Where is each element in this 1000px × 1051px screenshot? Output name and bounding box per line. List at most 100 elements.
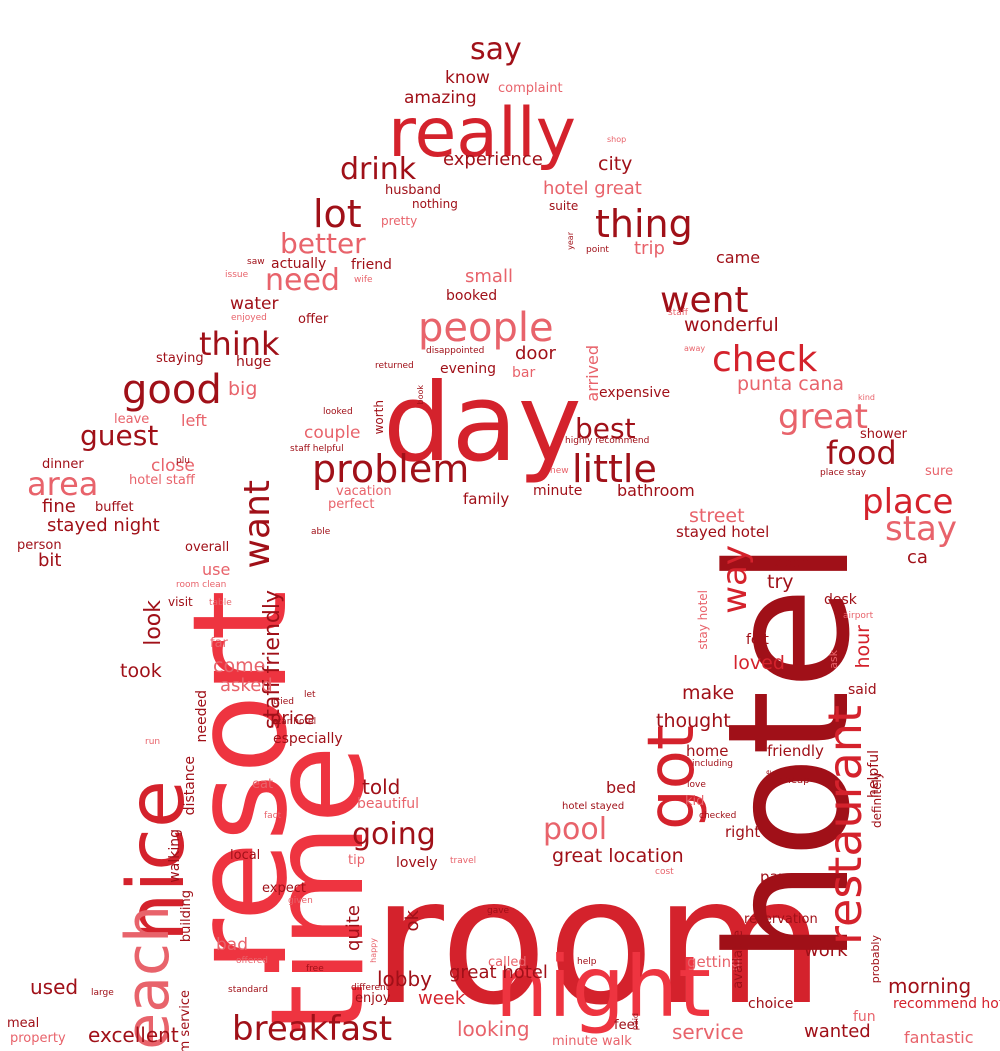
word-day: day bbox=[383, 361, 582, 486]
word-pool: pool bbox=[543, 812, 608, 847]
word-ye: ye bbox=[764, 770, 773, 780]
word-hotel-staff: hotel staff bbox=[129, 473, 195, 488]
word-check: check bbox=[712, 339, 818, 380]
word-best: best bbox=[575, 412, 636, 445]
word-asked: asked bbox=[220, 675, 273, 696]
word-need: need bbox=[265, 263, 340, 298]
word-hotel-great: hotel great bbox=[543, 178, 642, 199]
word-point: point bbox=[586, 245, 609, 255]
word-new: new bbox=[550, 466, 569, 476]
word-issue: issue bbox=[225, 270, 249, 280]
word-lot: lot bbox=[313, 192, 362, 236]
word-know: know bbox=[445, 68, 490, 88]
word-water: water bbox=[230, 294, 279, 314]
word-open: open bbox=[774, 555, 809, 571]
word-door: door bbox=[515, 343, 556, 364]
word-try: try bbox=[767, 571, 794, 593]
word-large: large bbox=[91, 988, 114, 998]
word-shower: shower bbox=[860, 427, 907, 442]
word-visit: visit bbox=[168, 595, 193, 609]
word-probably: probably bbox=[869, 935, 882, 984]
word-ask: ask bbox=[827, 650, 840, 669]
word-help: help bbox=[577, 957, 597, 967]
word-building: building bbox=[179, 890, 194, 943]
word-breakfast: breakfast bbox=[232, 1009, 393, 1049]
word-really: really bbox=[388, 94, 576, 173]
word-expect: expect bbox=[262, 881, 306, 896]
word-guest: guest bbox=[80, 419, 159, 452]
word-used: used bbox=[30, 975, 79, 999]
word-eat: eat bbox=[252, 777, 274, 792]
word-ca: ca bbox=[907, 547, 928, 568]
word-fact: fact bbox=[264, 811, 282, 821]
word-say: say bbox=[470, 32, 522, 67]
word-home: home bbox=[686, 742, 729, 760]
word-better: better bbox=[280, 227, 366, 260]
word-local: local bbox=[230, 848, 261, 863]
word-want: want bbox=[237, 480, 278, 569]
word-loved: loved bbox=[733, 652, 785, 674]
word-service: service bbox=[672, 1020, 744, 1044]
word-felt: felt bbox=[746, 632, 769, 648]
word-got: got bbox=[635, 725, 709, 830]
word-standard: standard bbox=[228, 985, 268, 995]
word-room-service: room service bbox=[178, 990, 193, 1051]
word-room-clean: room clean bbox=[176, 580, 227, 590]
word-sure: sure bbox=[925, 464, 954, 479]
word-staying: staying bbox=[156, 351, 204, 366]
word-cost: cost bbox=[655, 867, 674, 877]
word-city: city bbox=[598, 153, 633, 175]
word-excellent: excellent bbox=[88, 1023, 179, 1047]
word-area: area bbox=[27, 465, 99, 503]
word-told: told bbox=[362, 775, 401, 799]
word-year: year bbox=[566, 232, 575, 250]
word-thing: thing bbox=[595, 202, 693, 246]
word-including: including bbox=[692, 759, 733, 769]
word-expensive: expensive bbox=[599, 385, 671, 401]
word-right: right bbox=[725, 823, 761, 841]
word-pay: pay bbox=[760, 868, 788, 886]
word-great-hotel: great hotel bbox=[449, 962, 548, 983]
word-called: called bbox=[488, 955, 527, 970]
word-minute: minute bbox=[533, 483, 583, 499]
word-kind: kind bbox=[858, 393, 876, 402]
word-minute-walk: minute walk bbox=[552, 1034, 632, 1049]
word-travel: travel bbox=[450, 856, 477, 866]
word-available: available bbox=[731, 930, 746, 989]
word-fantastic: fantastic bbox=[904, 1028, 974, 1047]
word-trip: trip bbox=[634, 238, 665, 259]
word-happy: happy bbox=[369, 938, 378, 963]
word-husband: husband bbox=[385, 183, 441, 198]
word-problem: problem bbox=[312, 447, 470, 491]
word-fun: fun bbox=[853, 1009, 876, 1025]
word-love: love bbox=[687, 780, 706, 790]
word-actually: actually bbox=[271, 256, 327, 272]
word-especially: especially bbox=[273, 731, 343, 747]
word-little: little bbox=[572, 447, 657, 491]
word-leave: leave bbox=[114, 412, 150, 427]
word-fine: fine bbox=[42, 496, 76, 517]
word-walking: walking bbox=[167, 829, 183, 883]
word-choice: choice bbox=[748, 996, 794, 1012]
word-work: work bbox=[804, 940, 848, 961]
word-street: street bbox=[689, 505, 745, 527]
word-run: run bbox=[145, 737, 161, 747]
word-nothing: nothing bbox=[412, 197, 458, 211]
word-amazing: amazing bbox=[404, 88, 477, 108]
word-experience: experience bbox=[443, 149, 543, 170]
word-come: come bbox=[213, 655, 266, 677]
word-feel: feel bbox=[614, 1018, 639, 1033]
word-look: look bbox=[141, 600, 166, 646]
word-couple: couple bbox=[304, 423, 361, 443]
word-small: small bbox=[465, 266, 513, 287]
word-recommend-hotel: recommend hotel bbox=[893, 996, 1000, 1012]
word-staff-helpful: staff helpful bbox=[290, 444, 344, 454]
word-highly-recommend: highly recommend bbox=[565, 436, 650, 446]
word-disappointed: disappointed bbox=[426, 346, 485, 356]
word-property: property bbox=[10, 1031, 66, 1046]
word-big: big bbox=[228, 378, 258, 400]
word-stayed-hotel: stayed hotel bbox=[676, 523, 770, 541]
word-lovely: lovely bbox=[396, 855, 438, 871]
word-stay: stay bbox=[885, 509, 958, 549]
word-left: left bbox=[181, 411, 207, 430]
